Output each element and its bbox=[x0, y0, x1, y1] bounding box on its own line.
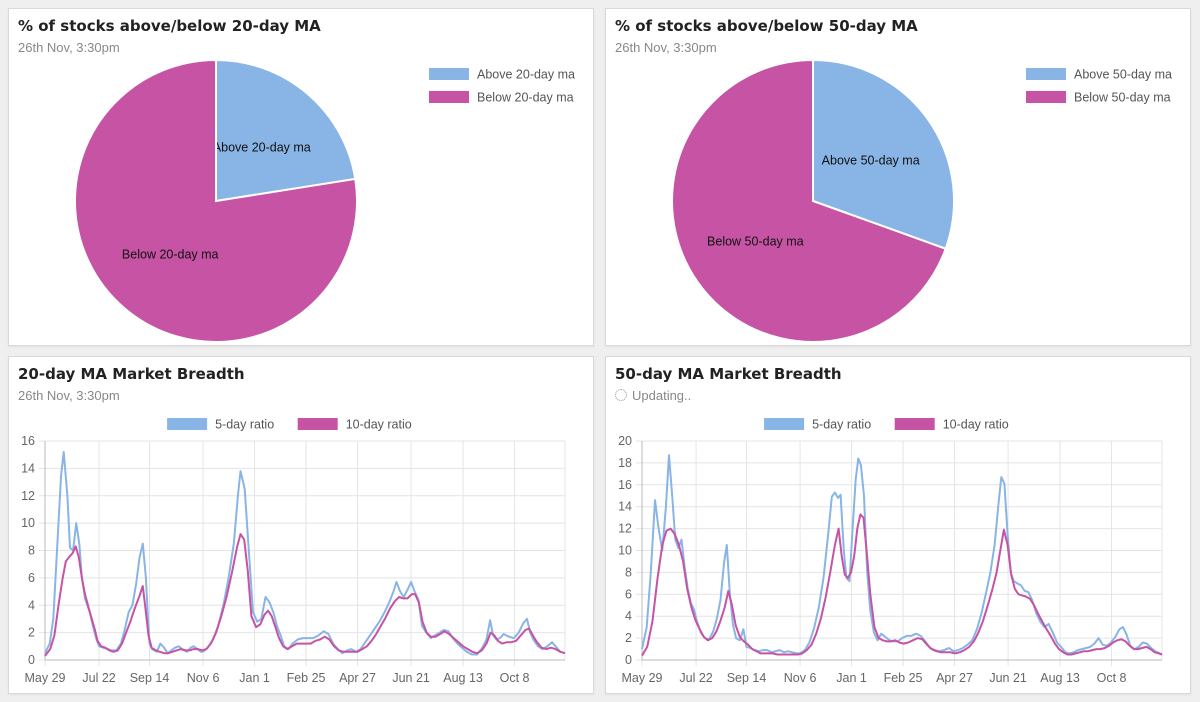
x-tick-label: Apr 27 bbox=[936, 671, 973, 685]
legend-swatch[interactable] bbox=[1026, 68, 1066, 80]
pie-card-50-day: % of stocks above/below 50-day MA 26th N… bbox=[605, 8, 1191, 346]
y-tick-label: 6 bbox=[625, 587, 632, 601]
y-tick-label: 18 bbox=[618, 456, 632, 470]
legend-swatch[interactable] bbox=[894, 418, 935, 430]
pie-chart-50-day: Above 50-day ma Below 50-day ma Above 50-d… bbox=[671, 58, 1172, 343]
series-line-10-day-ratio[interactable] bbox=[44, 533, 566, 657]
card-subtitle: Updating.. bbox=[615, 388, 691, 403]
updating-text: Updating.. bbox=[632, 388, 692, 403]
card-subtitle: 26th Nov, 3:30pm bbox=[18, 388, 120, 403]
pie-chart-20-day: Above 20-day ma Below 20-day ma Above 20-d… bbox=[74, 58, 575, 343]
legend-label[interactable]: 5-day ratio bbox=[812, 418, 871, 432]
line-chart-20-day: 0 2 4 6 8 10 12 14 16 May 29 Jul 22 Sep 14 Nov 6 Jan … bbox=[21, 418, 566, 685]
legend-swatch[interactable] bbox=[764, 418, 805, 430]
x-tick-label: Sep 14 bbox=[130, 671, 170, 685]
legend-label[interactable]: Above 20-day ma bbox=[477, 68, 575, 82]
pie-card-20-day: % of stocks above/below 20-day MA 26th N… bbox=[8, 8, 594, 346]
pie-slice[interactable] bbox=[812, 58, 955, 251]
legend-swatch[interactable] bbox=[1026, 91, 1066, 103]
y-tick-label: 16 bbox=[21, 434, 35, 448]
line-card-50-day: 50-day MA Market Breadth Updating.. 0 2 4 6… bbox=[605, 356, 1191, 694]
x-tick-label: Sep 14 bbox=[727, 671, 767, 685]
series-line-5-day-ratio[interactable] bbox=[641, 454, 1163, 656]
card-title: 20-day MA Market Breadth bbox=[18, 365, 245, 383]
pie-slice[interactable] bbox=[215, 58, 357, 203]
x-tick-label: Jan 1 bbox=[836, 671, 867, 685]
x-tick-label: Jan 1 bbox=[239, 671, 270, 685]
x-tick-label: Jun 21 bbox=[392, 671, 430, 685]
x-tick-label: Jul 22 bbox=[82, 671, 115, 685]
legend-label[interactable]: Above 50-day ma bbox=[1074, 68, 1172, 82]
y-tick-label: 8 bbox=[625, 565, 632, 579]
legend-label[interactable]: Below 50-day ma bbox=[1074, 91, 1171, 105]
pie-slice-label: Below 20-day ma bbox=[122, 248, 219, 262]
x-tick-label: May 29 bbox=[622, 671, 663, 685]
x-tick-label: May 29 bbox=[25, 671, 66, 685]
legend-swatch[interactable] bbox=[297, 418, 338, 430]
card-subtitle: 26th Nov, 3:30pm bbox=[18, 40, 120, 55]
x-tick-label: Oct 8 bbox=[500, 671, 530, 685]
series-line-5-day-ratio[interactable] bbox=[44, 451, 566, 656]
y-tick-label: 6 bbox=[28, 571, 35, 585]
y-tick-label: 4 bbox=[625, 609, 632, 623]
y-tick-label: 0 bbox=[28, 653, 35, 667]
legend-swatch[interactable] bbox=[429, 91, 469, 103]
y-tick-label: 0 bbox=[625, 653, 632, 667]
y-tick-label: 2 bbox=[625, 631, 632, 645]
x-tick-label: Feb 25 bbox=[287, 671, 326, 685]
y-tick-label: 10 bbox=[618, 544, 632, 558]
x-tick-label: Feb 25 bbox=[884, 671, 923, 685]
y-tick-label: 16 bbox=[618, 478, 632, 492]
x-tick-label: Apr 27 bbox=[339, 671, 376, 685]
y-tick-label: 20 bbox=[618, 434, 632, 448]
y-tick-label: 4 bbox=[28, 598, 35, 612]
x-tick-label: Nov 6 bbox=[784, 671, 817, 685]
card-title: 50-day MA Market Breadth bbox=[615, 365, 842, 383]
card-title: % of stocks above/below 50-day MA bbox=[615, 17, 918, 35]
pie-slice-label: Above 20-day ma bbox=[213, 140, 311, 154]
card-subtitle: 26th Nov, 3:30pm bbox=[615, 40, 717, 55]
line-card-20-day: 20-day MA Market Breadth 26th Nov, 3:30p… bbox=[8, 356, 594, 694]
pie-slice[interactable] bbox=[74, 58, 358, 343]
y-tick-label: 12 bbox=[618, 522, 632, 536]
loading-spinner-icon bbox=[615, 389, 627, 401]
x-tick-label: Aug 13 bbox=[1040, 671, 1080, 685]
x-tick-label: Jun 21 bbox=[989, 671, 1027, 685]
y-tick-label: 10 bbox=[21, 516, 35, 530]
legend-swatch[interactable] bbox=[167, 418, 208, 430]
card-title: % of stocks above/below 20-day MA bbox=[18, 17, 321, 35]
series-line-10-day-ratio[interactable] bbox=[641, 513, 1163, 657]
pie-slice-label: Above 50-day ma bbox=[822, 153, 920, 167]
y-tick-label: 14 bbox=[21, 461, 35, 475]
x-tick-label: Nov 6 bbox=[187, 671, 220, 685]
y-tick-label: 14 bbox=[618, 500, 632, 514]
legend-label[interactable]: 5-day ratio bbox=[215, 418, 274, 432]
y-tick-label: 12 bbox=[21, 489, 35, 503]
x-tick-label: Jul 22 bbox=[679, 671, 712, 685]
y-tick-label: 8 bbox=[28, 544, 35, 558]
legend-label[interactable]: Below 20-day ma bbox=[477, 91, 574, 105]
line-chart-50-day: 0 2 4 6 8 10 12 14 16 18 20 May 29 Jul 22 Sep 14 Nov 6… bbox=[618, 418, 1163, 685]
y-tick-label: 2 bbox=[28, 626, 35, 640]
legend-swatch[interactable] bbox=[429, 68, 469, 80]
pie-slice[interactable] bbox=[671, 58, 947, 343]
legend-label[interactable]: 10-day ratio bbox=[943, 418, 1009, 432]
pie-slice-label: Below 50-day ma bbox=[707, 235, 804, 249]
x-tick-label: Aug 13 bbox=[443, 671, 483, 685]
x-tick-label: Oct 8 bbox=[1097, 671, 1127, 685]
legend-label[interactable]: 10-day ratio bbox=[346, 418, 412, 432]
